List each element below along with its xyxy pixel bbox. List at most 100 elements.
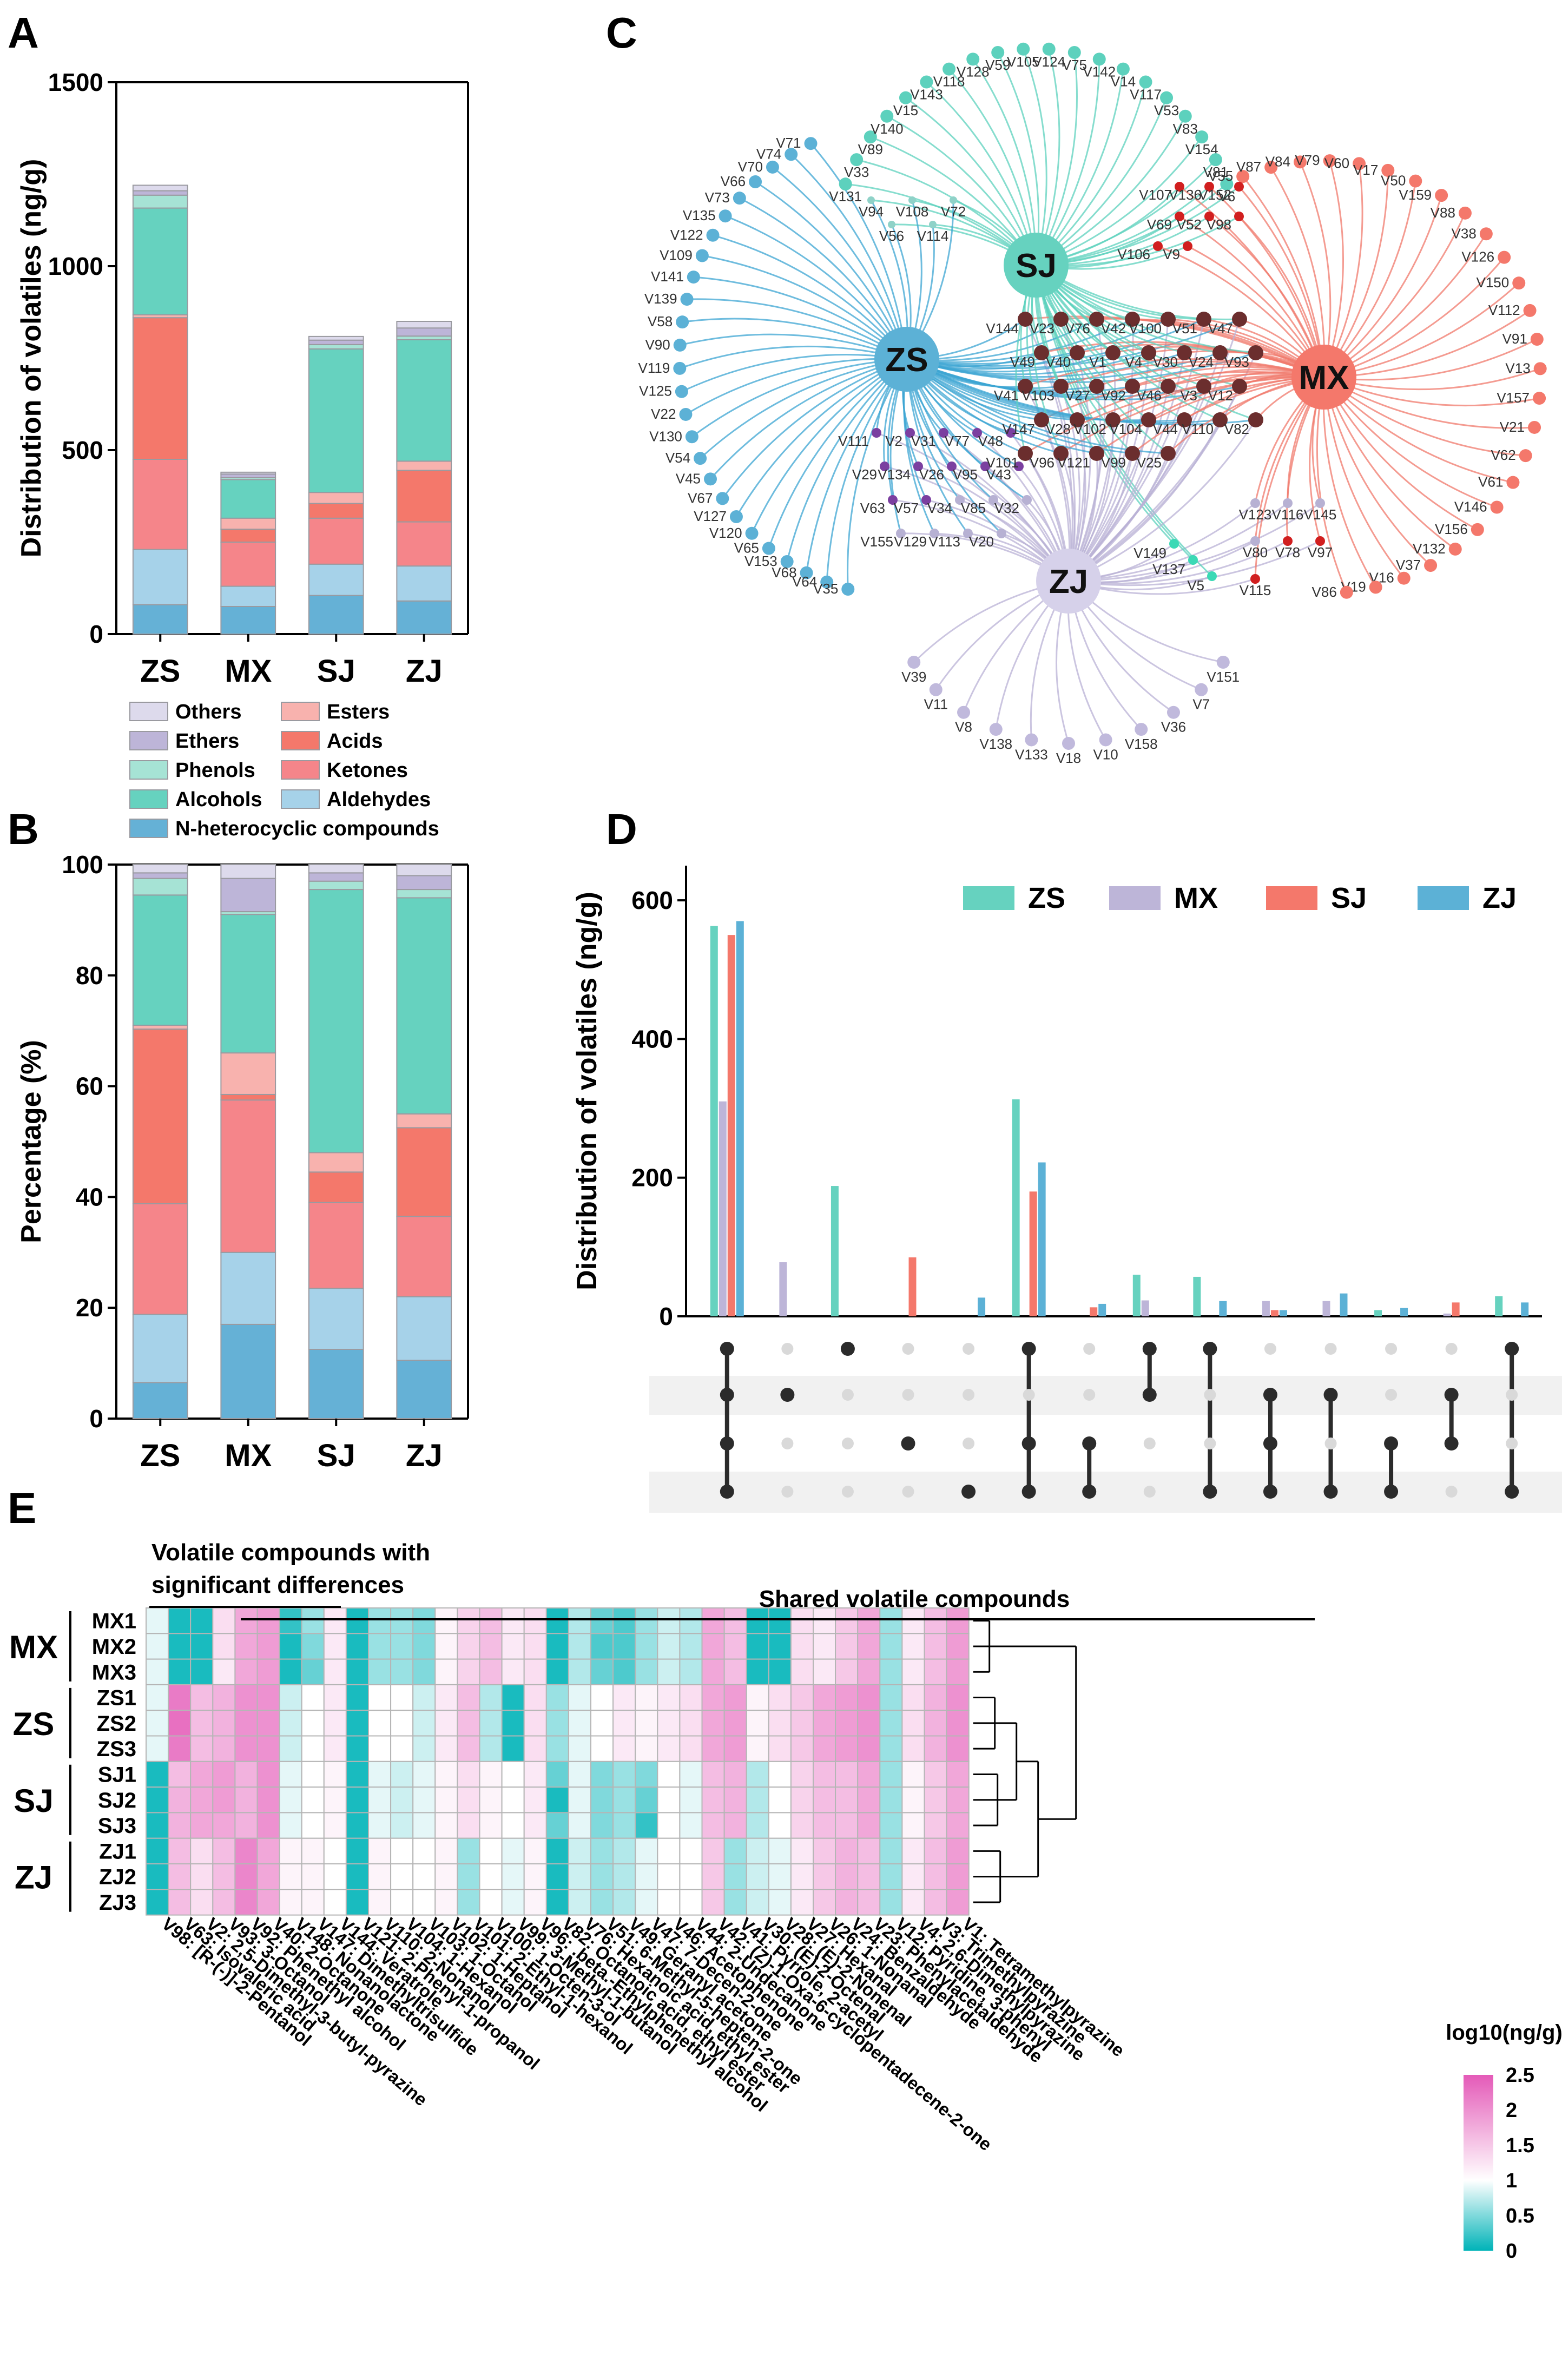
network-node-v79 bbox=[1323, 154, 1336, 168]
heatmap-cell bbox=[746, 1684, 769, 1711]
bar-phenols-zs bbox=[132, 194, 188, 209]
bar-group10-zj bbox=[1279, 1310, 1287, 1316]
heatmap-cell bbox=[323, 1710, 347, 1737]
network-node-label: V155 bbox=[860, 533, 893, 550]
heatmap-cell bbox=[368, 1863, 392, 1890]
heatmap-cell bbox=[590, 1863, 614, 1890]
network-node-label: V78 bbox=[1275, 544, 1300, 561]
heatmap-cell bbox=[368, 1658, 392, 1685]
heatmap-cell bbox=[746, 1710, 769, 1737]
heatmap-cell bbox=[545, 1735, 569, 1762]
row-group-label: SJ bbox=[14, 1783, 53, 1819]
heatmap-cell bbox=[301, 1607, 325, 1634]
heatmap-cell bbox=[190, 1710, 214, 1737]
heatmap-cell bbox=[190, 1684, 214, 1711]
heatmap-cell bbox=[279, 1812, 302, 1839]
bar-ethers-mx bbox=[220, 473, 276, 479]
network-node-v136 bbox=[1204, 182, 1214, 192]
heatmap-cell bbox=[701, 1684, 725, 1711]
network-edge-zs bbox=[806, 358, 908, 573]
network-node-v19 bbox=[1369, 581, 1382, 594]
heatmap-cell bbox=[568, 1658, 592, 1685]
heatmap-cell bbox=[190, 1735, 214, 1762]
heatmap-cell bbox=[345, 1710, 370, 1737]
network-node-v56 bbox=[888, 221, 895, 228]
network-node-label: V47 bbox=[1208, 320, 1233, 337]
network-node-label: V115 bbox=[1240, 582, 1271, 598]
network-node-v92 bbox=[1125, 379, 1140, 394]
network-node-label: V20 bbox=[969, 533, 994, 550]
heatmap-cell bbox=[190, 1607, 214, 1634]
network-node-label: V23 bbox=[1030, 320, 1054, 337]
network-node-label: V59 bbox=[985, 57, 1010, 73]
matrix-dot-mx bbox=[780, 1388, 795, 1402]
heatmap-cell bbox=[679, 1863, 703, 1890]
network-node-v101 bbox=[1018, 446, 1033, 461]
hub-zj bbox=[1036, 549, 1101, 614]
heatmap-cell bbox=[479, 1607, 503, 1634]
heatmap-cell bbox=[390, 1786, 414, 1814]
bar-group11-zj bbox=[1340, 1293, 1348, 1316]
network-node-v7 bbox=[1195, 683, 1208, 696]
heatmap-cell bbox=[390, 1658, 414, 1685]
heatmap-cell bbox=[946, 1633, 970, 1660]
heatmap-cell bbox=[168, 1658, 192, 1685]
heatmap-cell bbox=[457, 1812, 480, 1839]
network-node-label: V77 bbox=[945, 433, 970, 449]
heatmap-cell bbox=[723, 1863, 747, 1890]
network-node-label: V158 bbox=[1125, 736, 1158, 752]
heatmap-cell bbox=[146, 1761, 169, 1788]
network-edge-sj bbox=[1035, 265, 1175, 545]
bar-ethers-zs bbox=[132, 190, 188, 196]
heatmap-cell bbox=[301, 1658, 325, 1685]
heatmap-cell bbox=[568, 1684, 592, 1711]
heatmap-cell bbox=[390, 1863, 414, 1890]
network-node-v130 bbox=[685, 430, 698, 444]
heatmap-cell bbox=[479, 1761, 503, 1788]
matrix-dot-zs bbox=[1324, 1343, 1337, 1355]
network-node-label: V64 bbox=[792, 573, 817, 590]
heatmap-cell bbox=[523, 1761, 547, 1788]
network-node-label: V11 bbox=[924, 696, 948, 713]
heatmap-cell bbox=[457, 1837, 480, 1864]
heatmap-cell bbox=[612, 1735, 636, 1762]
network-node-v152 bbox=[1234, 182, 1244, 192]
heatmap-cell bbox=[590, 1837, 614, 1864]
heatmap-cell bbox=[790, 1761, 814, 1788]
heatmap-cell bbox=[523, 1607, 547, 1634]
heatmap-cell bbox=[256, 1761, 280, 1788]
heatmap-cell bbox=[234, 1710, 258, 1737]
heatmap-cell bbox=[657, 1889, 681, 1916]
heatmap-cell bbox=[457, 1761, 480, 1788]
heatmap-cell bbox=[946, 1710, 970, 1737]
heatmap-cell bbox=[212, 1837, 236, 1864]
network-node-v13 bbox=[1533, 362, 1547, 375]
bar-others-zs bbox=[132, 864, 188, 874]
x-tick-label: MX bbox=[225, 654, 272, 689]
heatmap-cell bbox=[901, 1812, 925, 1839]
legend-label-acids: Acids bbox=[327, 730, 383, 753]
network-node-label: V12 bbox=[1208, 387, 1233, 404]
heatmap-cell bbox=[390, 1761, 414, 1788]
network-node-label: V92 bbox=[1101, 387, 1126, 404]
network-node-label: V76 bbox=[1065, 320, 1090, 337]
network-node-label: V9 bbox=[1163, 246, 1180, 262]
heatmap-cell bbox=[323, 1735, 347, 1762]
network-node-v154 bbox=[1195, 130, 1209, 144]
heatmap-cell bbox=[412, 1735, 436, 1762]
network-node-label: V153 bbox=[744, 553, 777, 569]
network-node-label: V113 bbox=[928, 533, 960, 550]
heatmap-cell bbox=[835, 1786, 859, 1814]
network-node-label: V120 bbox=[709, 525, 742, 541]
network-node-v117 bbox=[1139, 75, 1152, 89]
category-legend: Others Esters Ethers Acids Phenols Ketones Alc… bbox=[129, 701, 439, 840]
bar-phenols-zs bbox=[132, 878, 188, 896]
bar-aldehydes-zs bbox=[132, 549, 188, 605]
network-node-label: V15 bbox=[893, 102, 918, 118]
network-node-v150 bbox=[1512, 276, 1526, 290]
network-node-v98 bbox=[1234, 212, 1244, 221]
heatmap-cell bbox=[679, 1786, 703, 1814]
heatmap-cell bbox=[479, 1735, 503, 1762]
bar-others-mx bbox=[220, 864, 276, 879]
network-node-v122 bbox=[706, 228, 720, 242]
